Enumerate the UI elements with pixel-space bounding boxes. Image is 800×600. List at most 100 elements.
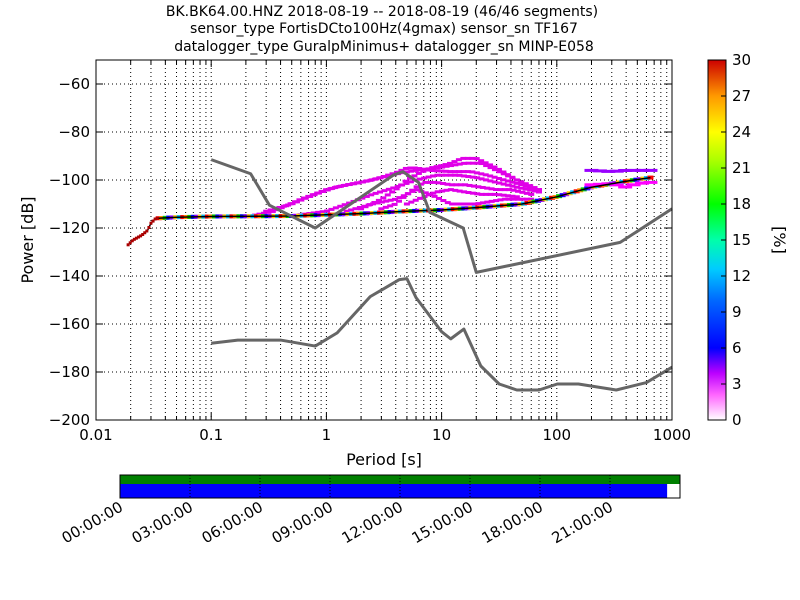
density-cell-low (370, 202, 377, 206)
density-cell-low (460, 156, 467, 160)
density-cell-low (378, 207, 385, 211)
density-cell-low (438, 169, 445, 173)
density-cell-low (400, 195, 407, 199)
density-cell-low (488, 199, 495, 203)
density-cell-start (149, 221, 153, 225)
density-cell-start (143, 231, 147, 235)
density-cell-low (395, 199, 402, 203)
density-cell-band (618, 185, 633, 189)
density-cell-low (501, 188, 508, 192)
ppsd-plot-area: −200 −180 −160 −140 −120 −100 −80 −60 0.01 0.1 1 1… (49, 59, 691, 444)
density-cell-low (447, 188, 454, 192)
density-cell-low (337, 184, 344, 188)
density-cell-low (351, 182, 358, 186)
density-cell-low (482, 161, 489, 165)
density-cell-low (487, 192, 494, 196)
density-cell-low (496, 181, 503, 185)
density-cell-low (483, 192, 490, 196)
density-cell-band (618, 168, 633, 172)
density-cell-low (447, 161, 454, 165)
density-cell-low (276, 205, 283, 209)
colorbar-ticks: 0 3 6 9 12 15 18 21 24 27 30 (721, 51, 751, 429)
density-cell-low (479, 185, 486, 189)
density-cell-low (478, 192, 485, 196)
density-cell-low (378, 200, 385, 204)
density-cell-low (469, 175, 476, 179)
density-cell-low (509, 175, 516, 179)
colorbar-tick-label: 9 (732, 303, 742, 321)
density-cell-low (523, 197, 530, 201)
density-cell-band (592, 169, 607, 173)
density-cell-low (500, 178, 507, 182)
density-cell-low (302, 196, 309, 200)
density-cell-start (139, 234, 143, 238)
density-cell-low (384, 193, 391, 197)
density-cell-low (518, 180, 525, 184)
density-cell-low (381, 189, 388, 193)
density-cell-low (341, 203, 348, 207)
density-cell-low (407, 180, 414, 184)
density-cell-low (438, 173, 445, 177)
density-cell-low (491, 175, 498, 179)
density-cell-low (470, 184, 477, 188)
density-cell-low (383, 199, 390, 203)
density-cell-low (535, 190, 542, 194)
density-cell-low (509, 184, 516, 188)
density-cell-band (643, 180, 658, 184)
density-cell-low (495, 167, 502, 171)
density-cell-low (413, 188, 420, 192)
x-tick-label: 1 (322, 426, 332, 444)
density-cell-low (289, 202, 296, 206)
density-cell-low (452, 188, 459, 192)
density-cell-low (453, 202, 460, 206)
density-cell-low (506, 188, 513, 192)
density-cell-band (635, 181, 650, 185)
density-cell-low (380, 196, 387, 200)
density-cell-band (635, 168, 650, 172)
density-cell-low (448, 183, 455, 187)
density-cell-low (343, 209, 350, 213)
density-cell-low (473, 171, 480, 175)
density-cell-low (433, 169, 440, 173)
density-cell-low (518, 186, 525, 190)
density-cell-low (492, 188, 499, 192)
density-cell-low (527, 186, 534, 190)
density-cell-low (293, 200, 300, 204)
density-cell-low (332, 206, 339, 210)
density-cell-low (359, 180, 366, 184)
density-cell-low (421, 167, 428, 171)
density-cell-low (439, 189, 446, 193)
timeline-tick-label: 21:00:00 (549, 498, 616, 547)
y-tick-label: −80 (58, 123, 90, 141)
density-cell-low (460, 170, 467, 174)
x-tick-label: 1000 (653, 426, 691, 444)
density-cell-low (487, 174, 494, 178)
density-cell-low (310, 211, 317, 215)
density-cell-band (601, 169, 616, 173)
density-cell-low (324, 209, 331, 213)
y-tick-label: −120 (49, 219, 90, 237)
density-cell-low (466, 183, 473, 187)
y-tick-label: −60 (58, 75, 90, 93)
density-cell-low (513, 178, 520, 182)
density-cell-low (462, 183, 469, 187)
density-cell-low (478, 159, 485, 163)
timeline-tick-label: 18:00:00 (479, 498, 546, 547)
density-cell-low (346, 201, 353, 205)
density-cell-start (130, 239, 134, 243)
density-cell-low (402, 166, 409, 170)
density-cell-low (500, 170, 507, 174)
timeline-tick-label: 15:00:00 (409, 498, 476, 547)
density-cell-low (387, 198, 394, 202)
density-cell-low (381, 175, 388, 179)
density-cell-low (457, 183, 464, 187)
y-ticks: −200 −180 −160 −140 −120 −100 −80 −60 (49, 75, 672, 429)
density-cell-low (412, 168, 419, 172)
density-cell-low (328, 207, 335, 211)
density-cell-band (584, 168, 599, 172)
colorbar-tick-label: 21 (732, 159, 751, 177)
density-cell-low (518, 183, 525, 187)
colorbar-tick-label: 24 (732, 123, 751, 141)
density-cell-low (491, 180, 498, 184)
